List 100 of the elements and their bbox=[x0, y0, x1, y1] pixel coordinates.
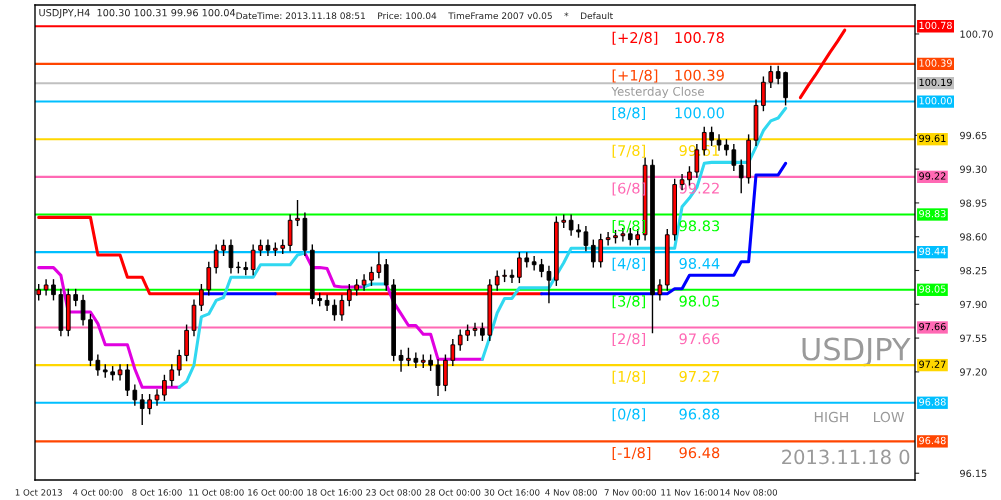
candlestick bbox=[531, 255, 537, 272]
candlestick bbox=[406, 347, 411, 367]
ref-line-label: 98.83 bbox=[919, 209, 946, 218]
candlestick bbox=[480, 321, 485, 342]
annotation: [8/8] bbox=[612, 107, 645, 121]
candlestick bbox=[546, 264, 552, 305]
annotation: USDJPY bbox=[802, 337, 911, 367]
annotation: [7/8] bbox=[612, 144, 645, 158]
annotation: [-1/8] bbox=[612, 446, 651, 460]
candlestick bbox=[731, 143, 737, 172]
candlestick bbox=[139, 393, 145, 426]
x-tick-label: 30 Oct 16:00 bbox=[484, 489, 540, 496]
annotation: 100.00 bbox=[675, 107, 724, 119]
ref-line-label: 97.66 bbox=[919, 322, 946, 331]
annotation: HIGH bbox=[814, 411, 848, 423]
x-tick-label: 7 Nov 00:00 bbox=[604, 489, 657, 496]
x-tick-label: 23 Oct 08:00 bbox=[366, 489, 422, 496]
ref-line-label: 98.44 bbox=[919, 247, 946, 255]
y-tick-label: 97.55 bbox=[960, 334, 987, 342]
candlestick bbox=[51, 278, 56, 302]
candlestick bbox=[213, 243, 219, 275]
line-series bbox=[798, 28, 847, 100]
annotation: [3/8] bbox=[612, 295, 645, 309]
x-tick-label: 16 Oct 00:00 bbox=[248, 489, 303, 496]
candlestick bbox=[228, 238, 234, 275]
candlestick bbox=[539, 258, 544, 278]
y-tick-label: 98.25 bbox=[960, 266, 987, 275]
annotation: 96.48 bbox=[679, 447, 720, 459]
candlestick bbox=[457, 328, 463, 352]
annotation: LOW bbox=[874, 411, 905, 423]
candlestick bbox=[450, 338, 456, 367]
annotation: 2013.11.18 0 bbox=[782, 449, 910, 465]
candlestick bbox=[125, 363, 130, 397]
ref-line-label: 99.22 bbox=[919, 172, 946, 180]
candlestick bbox=[169, 363, 175, 388]
ref-line-label: 96.48 bbox=[919, 436, 946, 445]
candlestick bbox=[738, 158, 744, 194]
candlestick bbox=[80, 293, 86, 327]
candlestick bbox=[590, 238, 596, 269]
candlestick bbox=[509, 268, 515, 284]
annotation: Yesterday Close bbox=[611, 86, 704, 99]
candlestick bbox=[761, 75, 766, 112]
candlestick bbox=[494, 269, 500, 292]
candlestick bbox=[295, 199, 300, 227]
ref-line-label: 99.61 bbox=[919, 134, 946, 143]
annotation: 100.39 bbox=[675, 69, 724, 81]
candlestick bbox=[147, 393, 152, 416]
annotation: [4/8] bbox=[612, 257, 645, 271]
candlestick bbox=[206, 261, 212, 297]
x-tick-label: 14 Nov 08:00 bbox=[720, 489, 778, 496]
annotation: 100.78 bbox=[675, 32, 724, 44]
y-tick-label: 96.15 bbox=[960, 469, 987, 478]
candlestick bbox=[775, 65, 781, 85]
candlestick bbox=[361, 273, 367, 292]
candlestick bbox=[517, 251, 522, 284]
candlestick bbox=[398, 348, 404, 373]
x-tick-label: 8 Oct 16:00 bbox=[132, 489, 182, 496]
x-tick-label: 4 Oct 00:00 bbox=[72, 489, 123, 496]
annotation: [2/8] bbox=[612, 333, 645, 347]
x-tick-label: 18 Oct 16:00 bbox=[307, 489, 362, 496]
annotation: 97.27 bbox=[679, 370, 720, 382]
candlestick bbox=[568, 213, 574, 237]
x-tick-label: 1 Oct 2013 bbox=[15, 489, 62, 496]
ref-line-label: 98.05 bbox=[919, 285, 946, 293]
candlestick bbox=[176, 348, 182, 377]
y-tick-label: 99.65 bbox=[960, 131, 987, 140]
chart-title: USDJPY,H4 100.30 100.31 99.96 100.04 bbox=[39, 8, 236, 19]
annotation: [+2/8] bbox=[612, 31, 658, 45]
annotation: 97.66 bbox=[679, 333, 720, 345]
text: DateTime: 2013.11.18 08:51 Price: 100.04 TimeFrame 2007 v0.05 * Default bbox=[236, 12, 613, 20]
candlestick bbox=[768, 65, 774, 89]
candlestick bbox=[413, 351, 419, 369]
candlestick bbox=[657, 278, 663, 302]
y-tick-label: 100.70 bbox=[960, 30, 993, 38]
annotation: [+1/8] bbox=[612, 69, 658, 83]
candlestick bbox=[605, 231, 611, 247]
ref-line-label: 96.88 bbox=[919, 398, 946, 406]
y-tick-label: 97.90 bbox=[960, 300, 987, 309]
candlestick bbox=[117, 363, 123, 382]
candlestick bbox=[162, 374, 167, 402]
candlestick bbox=[383, 258, 389, 292]
annotation: 98.05 bbox=[679, 295, 719, 307]
annotation: 98.44 bbox=[679, 257, 720, 269]
x-tick-label: 11 Nov 16:00 bbox=[661, 489, 718, 496]
ref-line-label: 97.27 bbox=[919, 360, 946, 368]
candlestick bbox=[132, 383, 138, 407]
ref-line-label: 100.19 bbox=[919, 78, 952, 87]
candlestick bbox=[583, 225, 589, 252]
candlestick bbox=[376, 251, 382, 279]
ref-line-label: 100.00 bbox=[919, 97, 952, 105]
candlestick bbox=[250, 243, 256, 277]
x-tick-label: 11 Oct 08:00 bbox=[189, 489, 244, 496]
y-tick-label: 99.30 bbox=[960, 165, 987, 173]
candlestick bbox=[95, 353, 101, 377]
x-tick-label: 28 Oct 00:00 bbox=[425, 489, 481, 496]
candlestick bbox=[43, 278, 49, 297]
candlestick bbox=[472, 321, 478, 337]
candlestick bbox=[369, 265, 374, 287]
candlestick bbox=[435, 358, 441, 397]
ref-line-label: 100.39 bbox=[919, 59, 952, 67]
